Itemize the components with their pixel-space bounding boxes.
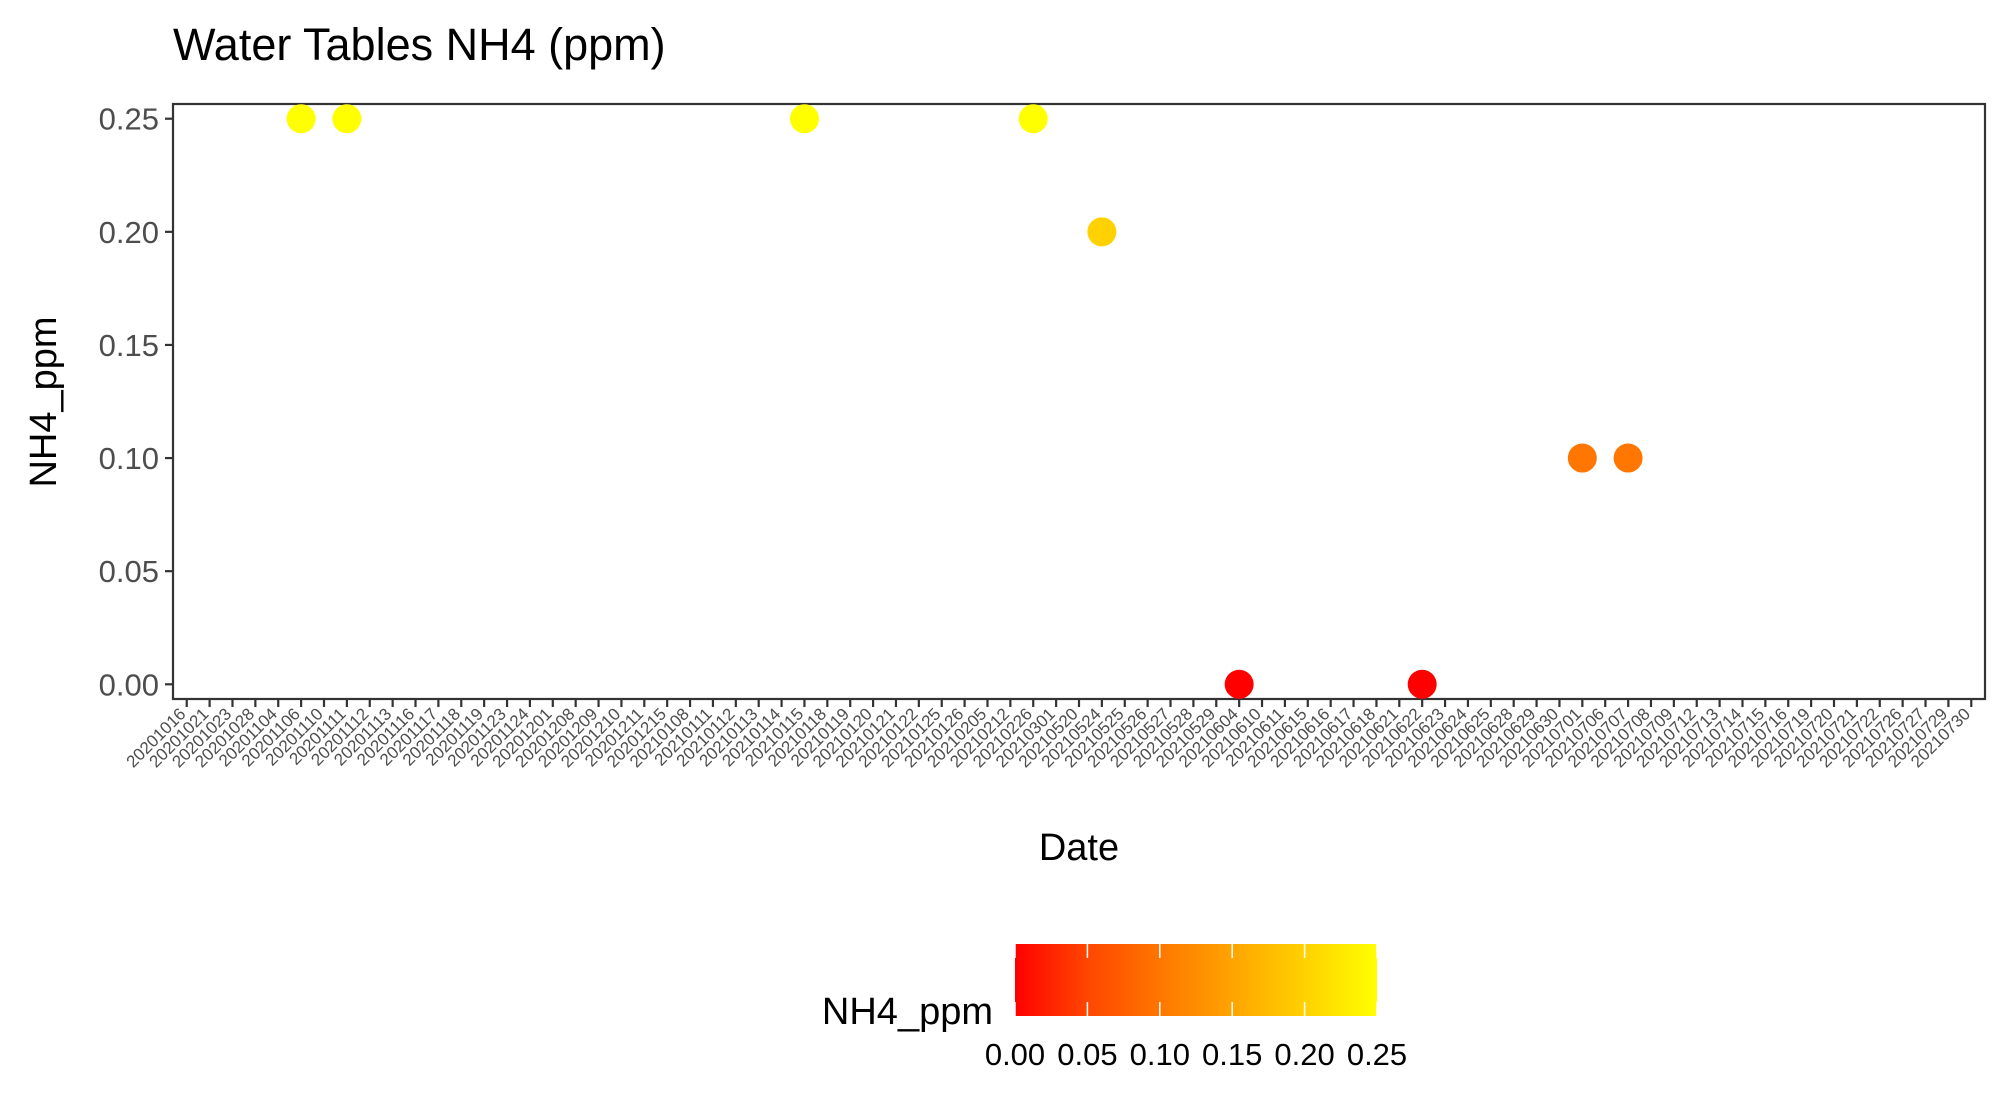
data-point: [1224, 669, 1254, 699]
data-point: [1018, 104, 1048, 134]
y-tick-label: 0.05: [99, 554, 159, 589]
legend-tick-label: 0.10: [1130, 1037, 1190, 1072]
data-point: [332, 104, 362, 134]
x-axis: 2020101620201021202010232020102820201104…: [123, 699, 1974, 771]
y-tick-label: 0.15: [99, 328, 159, 363]
data-point: [286, 104, 316, 134]
y-axis-title: NH4_ppm: [23, 316, 65, 487]
legend: NH4_ppm 0.00 0.05 0.10 0.15 0.20 0.25: [822, 944, 1407, 1072]
legend-tick-label: 0.25: [1347, 1037, 1407, 1072]
data-points: [286, 104, 1643, 699]
chart-title: Water Tables NH4 (ppm): [173, 19, 666, 70]
data-point: [1407, 669, 1437, 699]
legend-tick-label: 0.20: [1274, 1037, 1334, 1072]
legend-title: NH4_ppm: [822, 991, 993, 1033]
y-tick-label: 0.20: [99, 215, 159, 250]
data-point: [789, 104, 819, 134]
y-axis: 0.00 0.05 0.10 0.15 0.20 0.25: [99, 102, 173, 702]
legend-ticks: 0.00 0.05 0.10 0.15 0.20 0.25: [985, 944, 1407, 1072]
legend-colorbar: [1015, 944, 1377, 1016]
legend-tick-label: 0.05: [1057, 1037, 1117, 1072]
data-point: [1613, 443, 1643, 473]
y-tick-label: 0.00: [99, 667, 159, 702]
x-axis-title: Date: [1039, 827, 1119, 869]
data-point: [1087, 217, 1117, 247]
legend-tick-label: 0.15: [1202, 1037, 1262, 1072]
legend-tick-label: 0.00: [985, 1037, 1045, 1072]
plot-panel: [171, 102, 1987, 701]
y-tick-label: 0.10: [99, 441, 159, 476]
data-point: [1567, 443, 1597, 473]
y-tick-label: 0.25: [99, 102, 159, 137]
